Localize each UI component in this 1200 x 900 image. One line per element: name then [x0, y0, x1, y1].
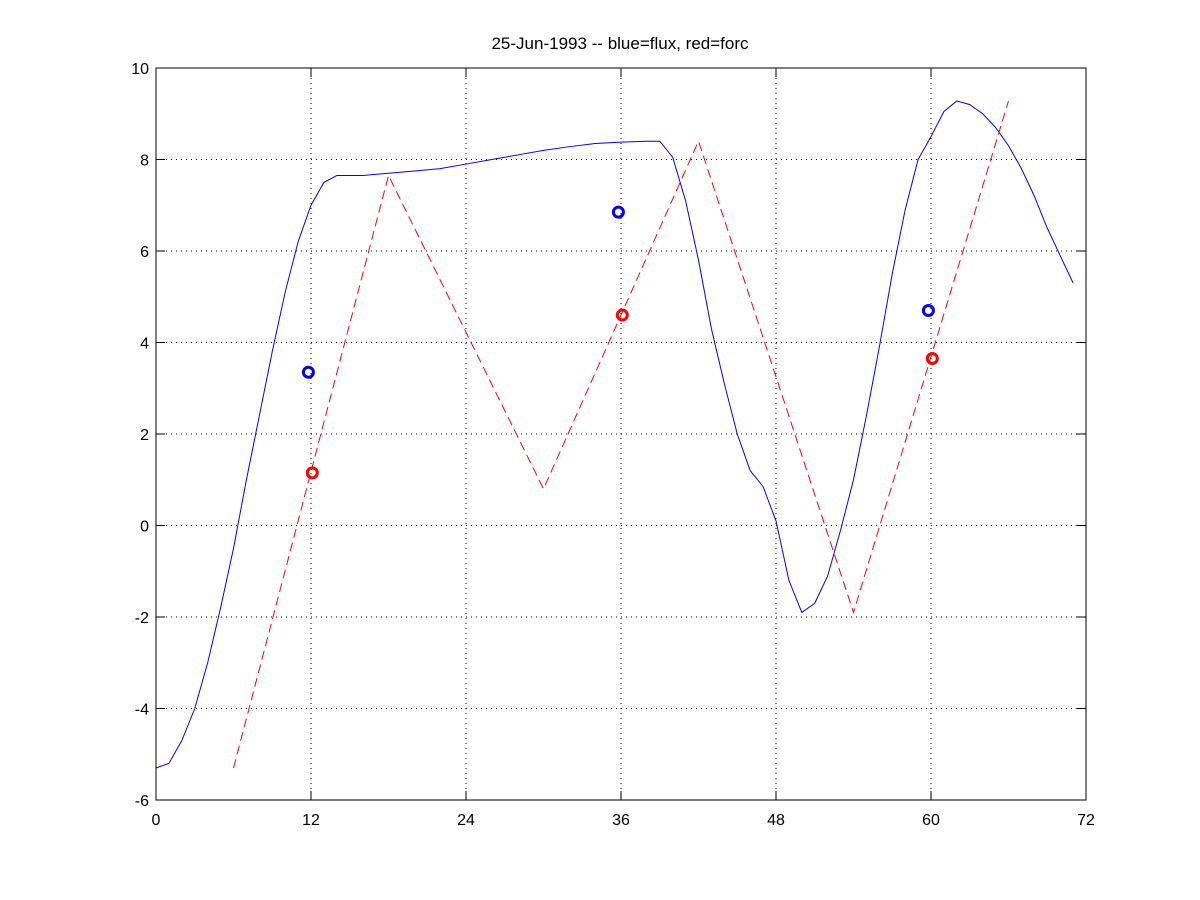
- data-point-5: [925, 352, 939, 366]
- x-tick-label: 72: [1077, 812, 1095, 829]
- y-tick-label: -2: [135, 610, 149, 627]
- data-point-3: [615, 308, 629, 322]
- x-tick-label: 0: [152, 812, 161, 829]
- markers: [301, 205, 939, 480]
- series: [155, 100, 1074, 769]
- y-tick-label: 0: [140, 519, 149, 536]
- x-tick-label: 36: [612, 812, 630, 829]
- y-tick-label: 4: [140, 336, 149, 353]
- series-line-0: [155, 100, 1074, 769]
- data-point-0: [301, 365, 315, 379]
- series-line-1: [233, 100, 1009, 769]
- x-tick-label: 60: [922, 812, 940, 829]
- data-point-4: [921, 303, 935, 317]
- data-point-2: [611, 205, 625, 219]
- y-tick-label: 6: [140, 244, 149, 261]
- axes: [155, 67, 1087, 801]
- y-tick-label: 8: [140, 153, 149, 170]
- chart-title: 25-Jun-1993 -- blue=flux, red=forc: [491, 34, 749, 53]
- grid: [156, 68, 1086, 800]
- y-tick-label: 2: [140, 427, 149, 444]
- y-tick-label: -4: [135, 702, 149, 719]
- x-tick-label: 12: [302, 812, 320, 829]
- data-point-1: [305, 466, 319, 480]
- y-tick-label: -6: [135, 793, 149, 810]
- y-tick-label: 10: [131, 61, 149, 78]
- x-tick-label: 24: [457, 812, 475, 829]
- x-tick-label: 48: [767, 812, 785, 829]
